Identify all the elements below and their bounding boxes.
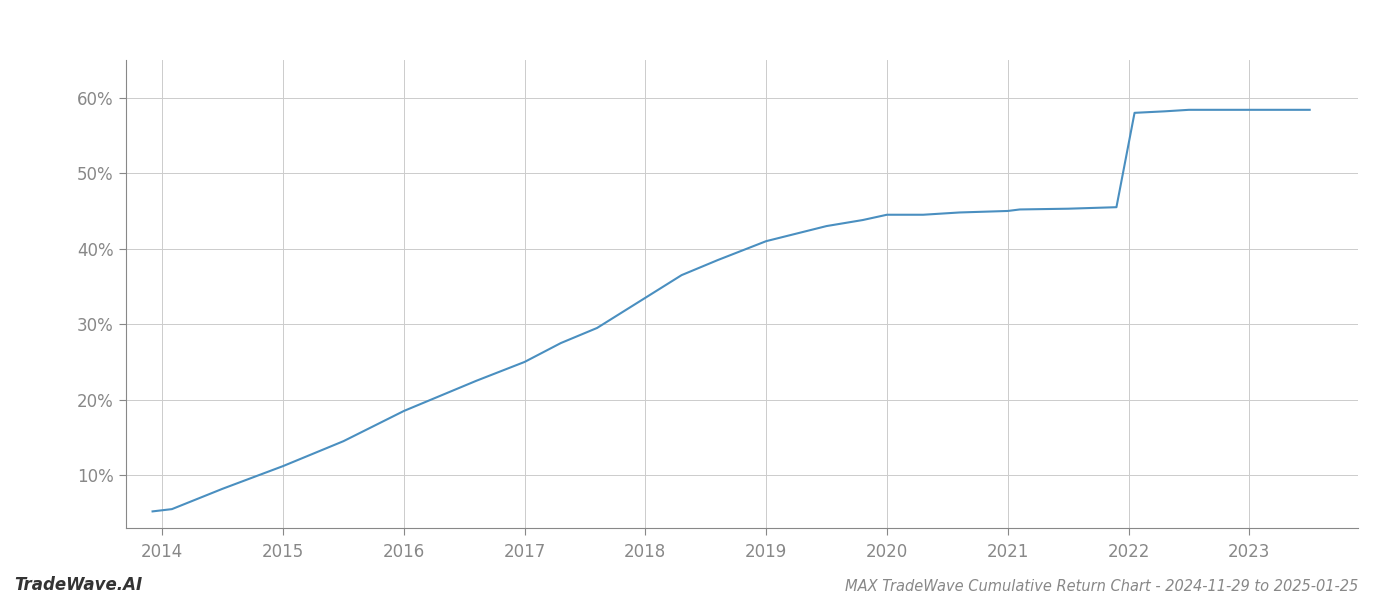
Text: MAX TradeWave Cumulative Return Chart - 2024-11-29 to 2025-01-25: MAX TradeWave Cumulative Return Chart - …: [844, 579, 1358, 594]
Text: TradeWave.AI: TradeWave.AI: [14, 576, 143, 594]
